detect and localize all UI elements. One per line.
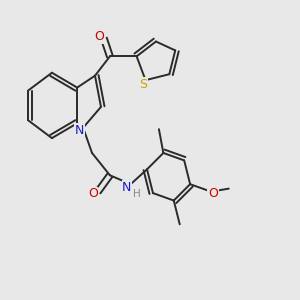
Text: O: O: [208, 188, 218, 200]
Text: O: O: [88, 188, 98, 200]
Text: H: H: [133, 189, 141, 199]
Text: N: N: [122, 181, 132, 194]
Text: O: O: [94, 30, 104, 43]
Text: N: N: [75, 124, 84, 136]
Text: S: S: [140, 77, 148, 91]
